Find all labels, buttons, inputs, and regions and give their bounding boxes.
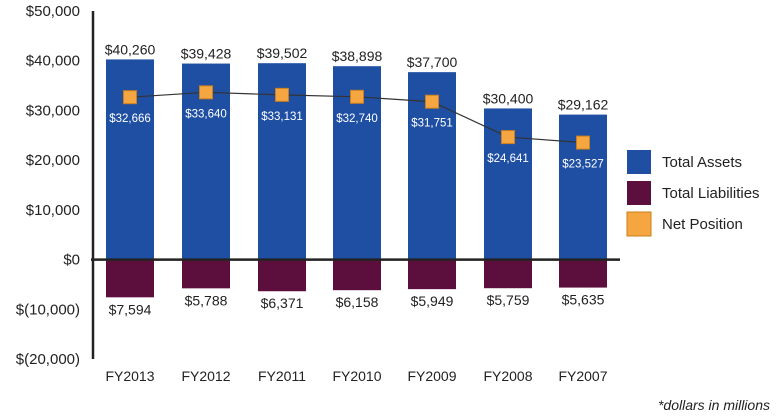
liability-bar	[333, 259, 381, 291]
asset-bar	[106, 59, 154, 260]
liability-value-label: $7,594	[109, 301, 152, 317]
legend-label: Net Position	[662, 216, 743, 233]
x-tick-label: FY2010	[332, 368, 381, 384]
net-position-value-label: $23,527	[562, 159, 604, 171]
y-tick-label: $(20,000)	[16, 351, 80, 368]
y-tick-label: $50,000	[26, 3, 80, 20]
legend-swatch	[627, 181, 651, 205]
x-tick-label: FY2013	[105, 368, 154, 384]
net-position-value-label: $32,666	[109, 113, 151, 125]
y-tick-label: $0	[63, 252, 80, 269]
y-tick-label: $10,000	[26, 202, 80, 219]
net-position-marker	[123, 90, 137, 105]
net-position-line	[123, 85, 590, 150]
liability-value-label: $5,635	[562, 292, 605, 308]
net-position-value-label: $24,641	[487, 153, 529, 165]
net-position-marker	[275, 87, 289, 102]
net-position-marker	[350, 89, 364, 104]
data-labels: $40,260 $7,594 $32,666 $39,428 $5,788 $33,640…	[105, 41, 609, 317]
net-position-value-label: $33,131	[261, 111, 303, 123]
asset-value-label: $39,428	[181, 46, 232, 62]
liability-value-label: $5,949	[411, 293, 454, 309]
liability-bar	[258, 259, 306, 292]
x-axis: FY2013 FY2012 FY2011 FY2010 FY2009 FY2008 FY20…	[105, 368, 607, 384]
x-tick-label: FY2008	[483, 368, 532, 384]
x-tick-label: FY2009	[407, 368, 456, 384]
legend-swatch	[627, 150, 651, 174]
footnote-annotation: *dollars in millions	[658, 397, 770, 413]
y-tick-label: $(10,000)	[16, 301, 80, 318]
liability-bar	[559, 259, 607, 288]
legend-label: Total Liabilities	[662, 185, 760, 202]
liability-value-label: $6,371	[261, 295, 304, 311]
x-tick-label: FY2007	[558, 368, 607, 384]
liability-value-label: $5,759	[487, 292, 530, 308]
net-position-value-label: $31,751	[411, 118, 453, 130]
asset-value-label: $37,700	[407, 54, 458, 70]
net-position-value-label: $33,640	[185, 108, 227, 120]
asset-value-label: $39,502	[257, 45, 308, 61]
y-tick-label: $40,000	[26, 53, 80, 70]
liability-value-label: $5,788	[185, 292, 228, 308]
liability-bar	[408, 259, 456, 290]
x-tick-label: FY2012	[181, 368, 230, 384]
asset-value-label: $30,400	[483, 90, 534, 106]
liability-bar	[182, 259, 230, 289]
liability-value-label: $6,158	[336, 294, 379, 310]
legend: Total Assets Total Liabilities Net Positio…	[626, 150, 760, 237]
y-axis: $50,000 $40,000 $30,000 $20,000 $10,000 $0 $(1…	[16, 3, 95, 368]
legend-swatch	[626, 211, 652, 237]
y-tick-label: $20,000	[26, 152, 80, 169]
net-position-marker	[199, 85, 213, 100]
net-position-value-label: $32,740	[336, 113, 378, 125]
liability-bar	[484, 259, 532, 289]
x-tick-label: FY2011	[258, 368, 306, 384]
y-tick-label: $30,000	[26, 102, 80, 119]
legend-label: Total Assets	[662, 154, 742, 171]
net-position-marker	[501, 130, 515, 145]
asset-value-label: $40,260	[105, 41, 156, 57]
net-position-marker	[576, 135, 590, 150]
asset-value-label: $29,162	[558, 97, 609, 113]
liability-bar	[106, 259, 154, 298]
asset-value-label: $38,898	[332, 48, 383, 64]
net-position-marker	[425, 94, 439, 109]
